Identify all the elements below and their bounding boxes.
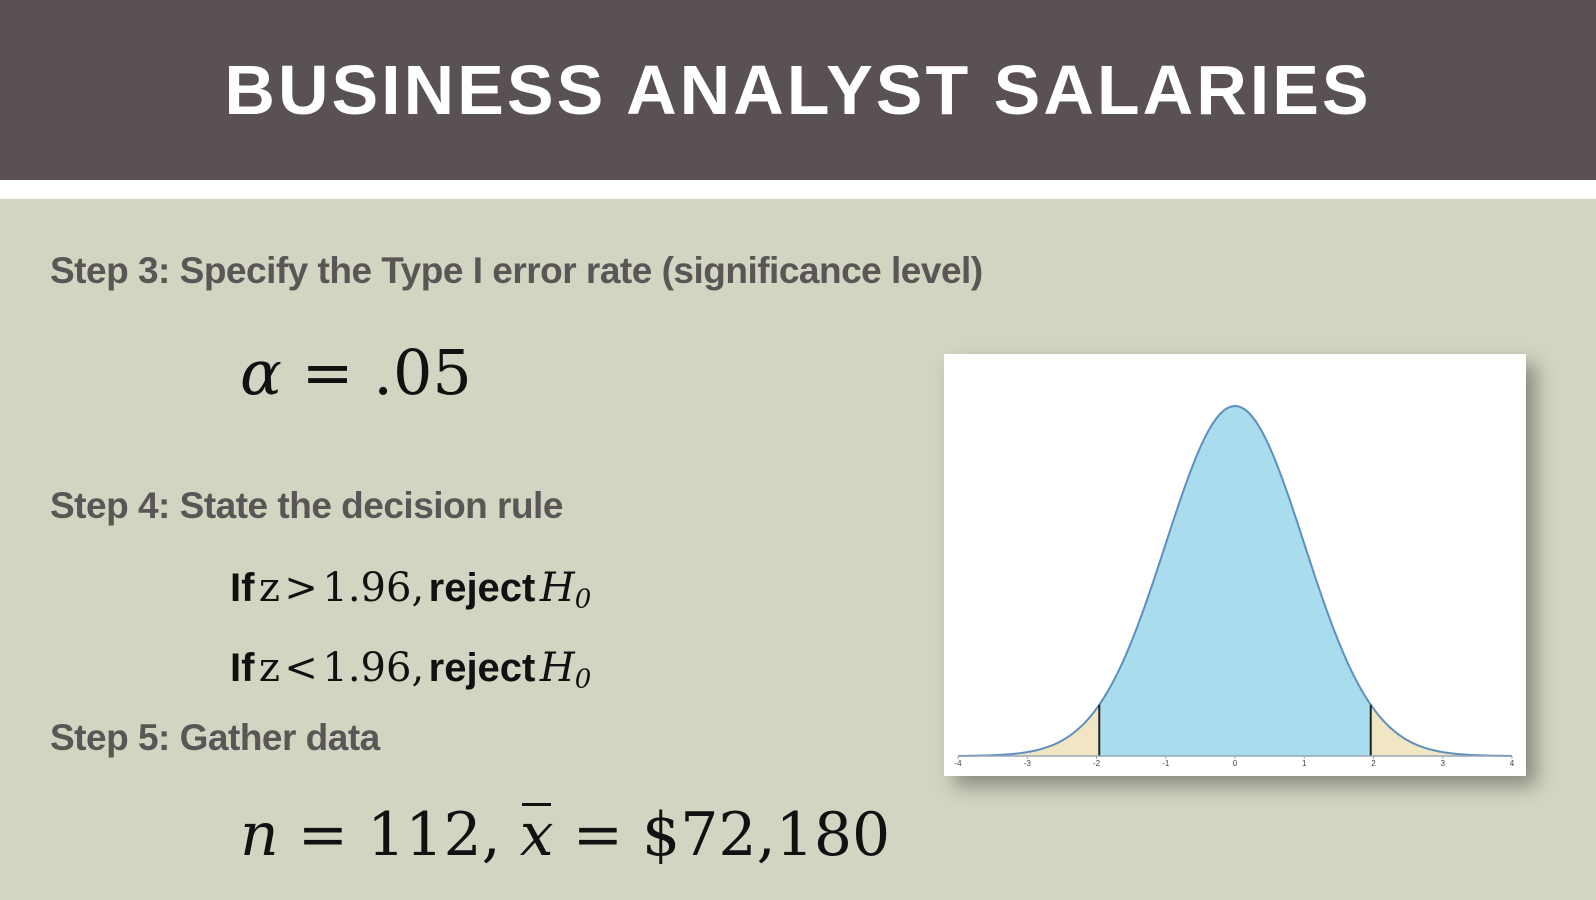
step-5-heading: Step 5: Gather data bbox=[50, 717, 380, 758]
region-right-tail bbox=[1370, 704, 1512, 756]
n-value: 112, bbox=[367, 800, 501, 870]
region-center bbox=[1099, 406, 1371, 756]
decision-rule-1: If z > 1.96, reject H0 bbox=[230, 565, 591, 615]
x-tick-label: -2 bbox=[1093, 759, 1101, 768]
sample-formula: n = 112, x = $72,180 bbox=[240, 800, 890, 870]
normal-distribution-chart: -4 -3 -2 -1 0 1 2 3 4 bbox=[944, 354, 1526, 776]
alpha-equals: = bbox=[301, 336, 354, 409]
xbar-symbol: x bbox=[519, 800, 554, 870]
rule-if-label: If bbox=[230, 646, 255, 690]
rule-action: reject bbox=[428, 646, 536, 690]
x-tick-label: -1 bbox=[1162, 759, 1170, 768]
rule-threshold: 1.96, bbox=[322, 645, 425, 691]
rule-threshold: 1.96, bbox=[322, 565, 425, 611]
x-tick-label: -4 bbox=[954, 759, 962, 768]
alpha-formula: α = .05 bbox=[240, 336, 472, 409]
x-tick-label: 1 bbox=[1302, 759, 1307, 768]
rule-comparator: < bbox=[284, 645, 318, 691]
rule-comparator: > bbox=[284, 565, 318, 611]
xbar-value: $72,180 bbox=[642, 800, 891, 870]
rule-variable: z bbox=[258, 565, 280, 611]
region-left-tail bbox=[958, 704, 1100, 756]
alpha-value: .05 bbox=[373, 336, 472, 409]
x-tick-label: -3 bbox=[1024, 759, 1032, 768]
rule-if-label: If bbox=[230, 566, 255, 610]
title-divider bbox=[0, 180, 1596, 199]
step-3-heading: Step 3: Specify the Type I error rate (s… bbox=[50, 250, 983, 291]
step-4-heading: Step 4: State the decision rule bbox=[50, 485, 563, 526]
x-tick-label: 2 bbox=[1371, 759, 1376, 768]
decision-rule-2: If z < 1.96, reject H0 bbox=[230, 645, 591, 695]
normal-curve-line bbox=[957, 404, 1513, 757]
rule-hypothesis: H0 bbox=[539, 565, 592, 615]
rule-action: reject bbox=[428, 566, 536, 610]
rule-variable: z bbox=[258, 645, 280, 691]
title-band bbox=[0, 0, 1596, 180]
x-tick-label: 3 bbox=[1441, 759, 1446, 768]
x-tick-label: 0 bbox=[1233, 759, 1238, 768]
slide-title: BUSINESS ANALYST SALARIES bbox=[224, 51, 1372, 129]
n-equals: = bbox=[297, 800, 349, 870]
n-symbol: n bbox=[240, 800, 279, 870]
normal-curve-plot: -4 -3 -2 -1 0 1 2 3 4 bbox=[954, 404, 1515, 768]
rule-hypothesis: H0 bbox=[539, 645, 592, 695]
alpha-symbol: α bbox=[240, 336, 282, 409]
xbar-equals: = bbox=[572, 800, 623, 870]
x-tick-label: 4 bbox=[1510, 759, 1515, 768]
